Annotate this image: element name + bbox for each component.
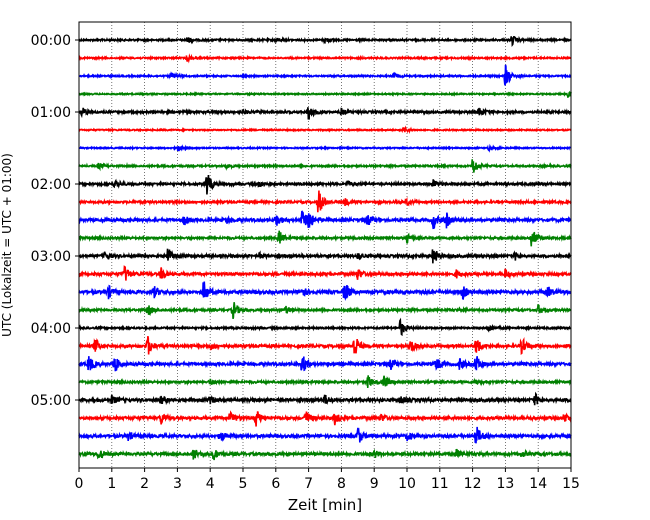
x-axis: 0 1 2 3 4 5 6 7 8 9 10 11 12 13 14 15 [75, 468, 580, 492]
grid-lines [111, 22, 539, 468]
x-axis-label: Zeit [min] [288, 496, 362, 514]
trace-line [78, 356, 572, 372]
trace-line [78, 317, 572, 337]
x-tick-label: 13 [496, 476, 514, 492]
x-tick-label: 10 [398, 476, 416, 492]
trace-line [78, 90, 572, 98]
y-tick-label: 04:00 [31, 321, 71, 337]
trace-line [78, 210, 572, 230]
x-tick-label: 8 [337, 476, 346, 492]
y-axis-label: UTC (Lokalzeit = UTC + 01:00) [0, 153, 14, 337]
x-tick-label: 15 [562, 476, 580, 492]
y-tick-label: 01:00 [31, 105, 71, 121]
trace-line [78, 125, 572, 134]
x-tick-label: 2 [140, 476, 149, 492]
plot-frame [78, 21, 572, 469]
x-tick-label: 3 [173, 476, 182, 492]
trace-line [78, 426, 572, 444]
x-tick-label: 0 [75, 476, 84, 492]
trace-line [78, 107, 572, 120]
trace-line [78, 281, 572, 301]
y-tick-label: 05:00 [31, 393, 71, 409]
trace-line [78, 336, 572, 355]
x-tick-label: 14 [529, 476, 547, 492]
trace-line [78, 248, 572, 264]
trace-line [78, 375, 572, 388]
x-tick-label: 1 [107, 476, 116, 492]
trace-line [78, 302, 572, 320]
trace-line [78, 35, 572, 48]
x-tick-label: 11 [431, 476, 449, 492]
trace-line [78, 143, 572, 153]
trace-line [78, 230, 572, 247]
x-tick-label: 9 [370, 476, 379, 492]
x-tick-label: 5 [239, 476, 248, 492]
trace-line [78, 159, 572, 173]
trace-line [78, 190, 572, 213]
y-tick-label: 00:00 [31, 33, 71, 49]
x-tick-label: 7 [304, 476, 313, 492]
trace-line [78, 174, 572, 195]
seismic-traces [78, 35, 572, 461]
y-axis: 00:00 01:00 02:00 03:00 04:00 05:00 [31, 33, 79, 409]
x-tick-label: 12 [464, 476, 482, 492]
trace-line [78, 265, 572, 281]
y-tick-label: 02:00 [31, 177, 71, 193]
x-tick-label: 4 [206, 476, 215, 492]
x-tick-label: 6 [271, 476, 280, 492]
trace-line [78, 64, 572, 86]
trace-line [78, 448, 572, 461]
trace-line [78, 410, 572, 427]
y-tick-label: 03:00 [31, 249, 71, 265]
trace-line [78, 391, 572, 406]
trace-line [78, 53, 572, 64]
